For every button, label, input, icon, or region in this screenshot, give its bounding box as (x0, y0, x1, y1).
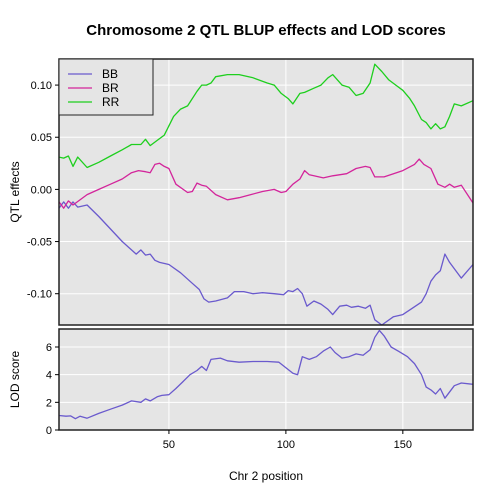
y-tick-label: 0 (46, 425, 52, 437)
y-tick-label: -0.05 (27, 237, 52, 249)
y-axis-label: LOD score (8, 351, 22, 409)
legend-label: BB (102, 67, 118, 81)
series-line-bb (58, 201, 474, 326)
x-tick-label: 50 (163, 439, 175, 451)
y-tick-label: 2 (46, 397, 52, 409)
series-line-rr (58, 63, 474, 169)
legend-entry-bb: BB (68, 67, 118, 81)
series-line-lod (58, 329, 474, 420)
legend-box (58, 58, 154, 116)
series-group (58, 329, 474, 420)
legend: BB BR RR (58, 58, 154, 116)
legend-entry-rr: RR (68, 95, 120, 109)
x-tick-label: 100 (277, 439, 295, 451)
chart-title: Chromosome 2 QTL BLUP effects and LOD sc… (86, 22, 446, 39)
lod-score-panel: 0 2 4 6 50 100 150 LOD score (8, 328, 474, 451)
y-tick-label: -0.10 (27, 289, 52, 301)
y-tick-label: 4 (46, 370, 52, 382)
legend-entry-br: BR (68, 81, 119, 95)
x-axis: 50 100 150 (163, 430, 412, 451)
x-tick-label: 150 (394, 439, 412, 451)
y-axis: 0.10 0.05 0.00 -0.05 -0.10 (27, 80, 59, 301)
legend-label: RR (102, 95, 120, 109)
panel-frame (58, 58, 474, 326)
panel-background (59, 329, 473, 430)
series-line-br (58, 158, 474, 209)
y-axis-label: QTL effects (8, 161, 22, 222)
x-axis-label: Chr 2 position (229, 469, 303, 483)
y-axis: 0 2 4 6 (46, 342, 59, 437)
qtl-effects-panel: 0.10 0.05 0.00 -0.05 -0.10 QTL effects BB BR… (8, 58, 474, 326)
series-group (58, 63, 474, 326)
panel-frame (58, 328, 474, 431)
y-tick-label: 6 (46, 342, 52, 354)
y-tick-label: 0.10 (31, 80, 52, 92)
y-tick-label: 0.05 (31, 132, 52, 144)
y-tick-label: 0.00 (31, 184, 52, 196)
legend-label: BR (102, 81, 119, 95)
